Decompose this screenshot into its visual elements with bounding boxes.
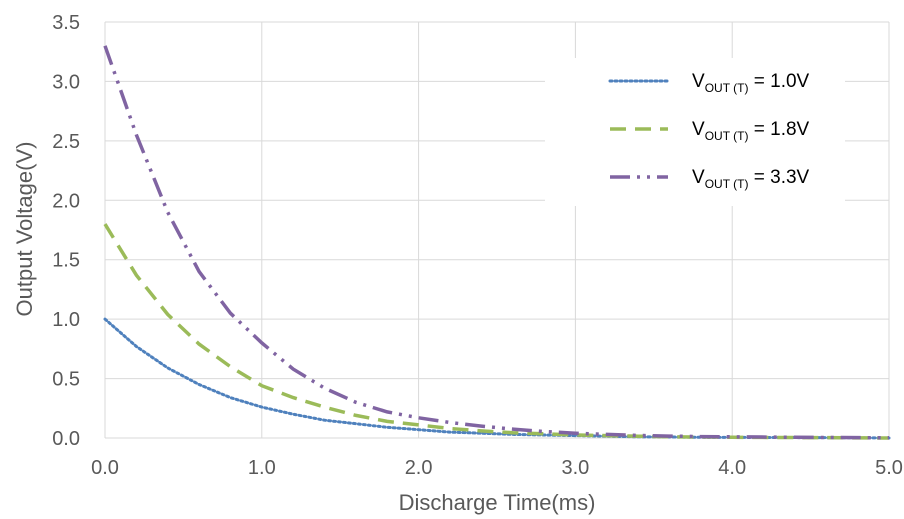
y-tick-label: 1.5	[52, 250, 80, 272]
legend-label: VOUT (T) = 3.3V	[692, 167, 810, 191]
x-tick-label: 0.0	[91, 457, 119, 479]
y-tick-label: 0.5	[52, 369, 80, 391]
x-axis-title: Discharge Time(ms)	[399, 490, 596, 515]
y-tick-label: 3.0	[52, 71, 80, 93]
y-tick-label: 2.5	[52, 131, 80, 153]
y-axis-title: Output Voltage(V)	[12, 142, 37, 317]
series-line-1-8v	[103, 223, 890, 440]
y-tick-label: 0.0	[52, 428, 80, 450]
series-line-3-3v	[103, 45, 890, 440]
legend-label: VOUT (T) = 1.8V	[692, 119, 810, 143]
series-lines	[103, 45, 891, 440]
x-tick-label: 3.0	[561, 457, 589, 479]
y-tick-label: 3.5	[52, 12, 80, 34]
y-tick-label: 1.0	[52, 309, 80, 331]
x-tick-label: 1.0	[248, 457, 276, 479]
x-tick-label: 2.0	[405, 457, 433, 479]
tick-labels: 0.0 0.5 1.0 1.5 2.0 2.5 3.0 3.5 0.0 1.0 2.0 3.0 4.0 5…	[52, 12, 903, 479]
legend-box	[545, 58, 845, 206]
legend: VOUT (T) = 1.0V VOUT (T) = 1.8V VOUT (T) =…	[545, 58, 845, 206]
x-tick-label: 5.0	[875, 457, 903, 479]
y-tick-label: 2.0	[52, 190, 80, 212]
x-tick-label: 4.0	[718, 457, 746, 479]
legend-label: VOUT (T) = 1.0V	[692, 71, 810, 95]
